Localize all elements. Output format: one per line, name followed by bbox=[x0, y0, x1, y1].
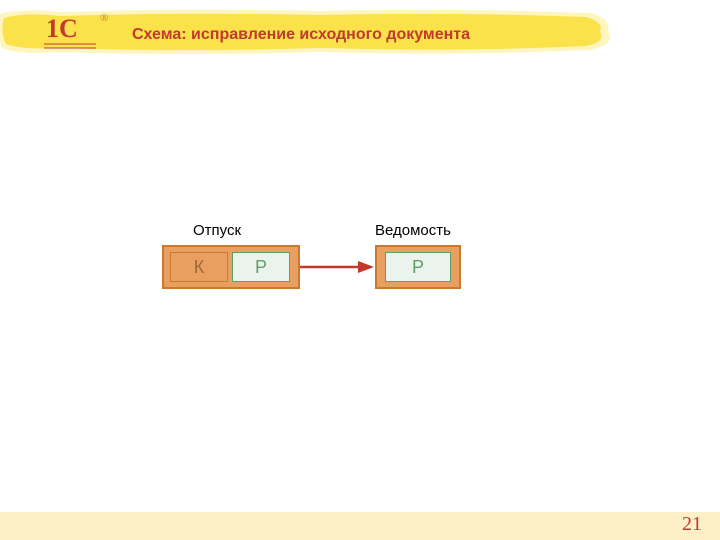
diagram-canvas: Отпуск Ведомость К Р Р bbox=[0, 0, 720, 540]
arrow-head-icon bbox=[358, 261, 374, 273]
arrow-svg bbox=[0, 0, 720, 540]
cell-k: К bbox=[170, 252, 228, 282]
cell-r-right-text: Р bbox=[412, 258, 424, 276]
label-right: Ведомость bbox=[375, 222, 451, 239]
footer-band bbox=[0, 512, 720, 540]
cell-r-left: Р bbox=[232, 252, 290, 282]
page-number: 21 bbox=[682, 513, 702, 536]
label-left: Отпуск bbox=[193, 222, 241, 239]
cell-r-right: Р bbox=[385, 252, 451, 282]
cell-r-left-text: Р bbox=[255, 258, 267, 276]
cell-k-text: К bbox=[194, 258, 205, 276]
